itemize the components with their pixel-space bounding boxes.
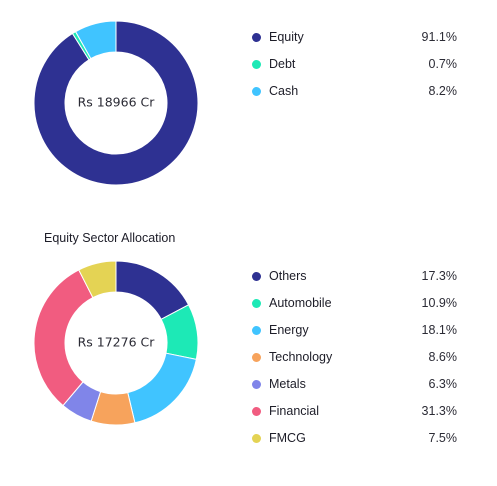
- slice-cash[interactable]: [74, 20, 117, 60]
- sector-allocation-title: Equity Sector Allocation: [44, 231, 176, 245]
- legend-label: FMCG: [269, 431, 306, 445]
- legend-marker-icon: [252, 353, 261, 362]
- asset-allocation-legend: Equity 91.1% Debt 0.7% Cash 8.2%: [250, 28, 457, 109]
- legend-label: Financial: [269, 404, 320, 418]
- slice-fmcg[interactable]: [78, 260, 117, 299]
- legend-marker-icon: [252, 326, 261, 335]
- legend-item-fmcg[interactable]: FMCG 7.5%: [250, 429, 457, 456]
- legend-label: Technology: [269, 350, 333, 364]
- legend-percent: 0.7%: [428, 57, 458, 71]
- legend-marker-icon: [252, 434, 261, 443]
- legend-label: Others: [269, 269, 307, 283]
- legend-percent: 7.5%: [428, 431, 458, 445]
- legend-label: Metals: [269, 377, 306, 391]
- legend-item-equity[interactable]: Equity 91.1%: [250, 28, 457, 55]
- legend-item-financial[interactable]: Financial 31.3%: [250, 402, 457, 429]
- sector-allocation-legend: Others 17.3% Automobile 10.9% Energy 18.1% Tec…: [250, 267, 457, 456]
- slice-energy[interactable]: [127, 352, 197, 424]
- legend-marker-icon: [252, 33, 261, 42]
- slice-financial[interactable]: [33, 269, 94, 407]
- legend-percent: 91.1%: [421, 30, 457, 44]
- legend-percent: 8.2%: [428, 84, 458, 98]
- legend-label: Cash: [269, 84, 299, 98]
- legend-item-technology[interactable]: Technology 8.6%: [250, 348, 457, 375]
- legend-label: Equity: [269, 30, 304, 44]
- sector-allocation-donut: Rs 17276 Cr: [33, 260, 199, 426]
- legend-label: Debt: [269, 57, 296, 71]
- legend-item-metals[interactable]: Metals 6.3%: [250, 375, 457, 402]
- legend-label: Automobile: [269, 296, 332, 310]
- legend-percent: 17.3%: [421, 269, 457, 283]
- legend-marker-icon: [252, 272, 261, 281]
- legend-marker-icon: [252, 87, 261, 96]
- legend-item-cash[interactable]: Cash 8.2%: [250, 82, 457, 109]
- sector-total-label: Rs 17276 Cr: [78, 335, 156, 350]
- legend-marker-icon: [252, 407, 261, 416]
- legend-marker-icon: [252, 60, 261, 69]
- legend-marker-icon: [252, 299, 261, 308]
- legend-percent: 31.3%: [421, 404, 457, 418]
- legend-percent: 18.1%: [421, 323, 457, 337]
- legend-item-debt[interactable]: Debt 0.7%: [250, 55, 457, 82]
- legend-percent: 10.9%: [421, 296, 457, 310]
- legend-percent: 6.3%: [428, 377, 458, 391]
- legend-marker-icon: [252, 380, 261, 389]
- legend-label: Energy: [269, 323, 309, 337]
- legend-item-energy[interactable]: Energy 18.1%: [250, 321, 457, 348]
- asset-allocation-donut: Rs 18966 Cr: [33, 20, 199, 186]
- slice-equity[interactable]: [33, 20, 199, 186]
- legend-percent: 8.6%: [428, 350, 458, 364]
- legend-item-others[interactable]: Others 17.3%: [250, 267, 457, 294]
- legend-item-automobile[interactable]: Automobile 10.9%: [250, 294, 457, 321]
- asset-total-label: Rs 18966 Cr: [78, 95, 156, 110]
